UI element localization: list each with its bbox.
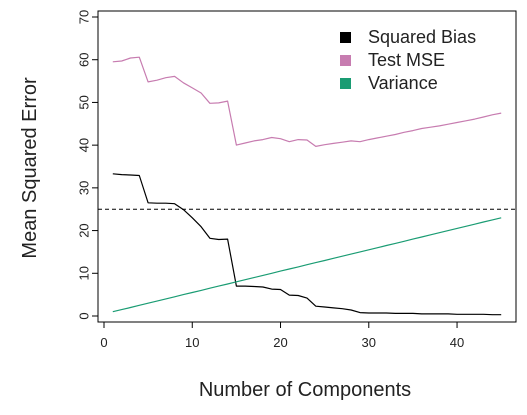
- y-tick-label: 20: [77, 223, 92, 237]
- legend-label-test-mse: Test MSE: [368, 50, 445, 70]
- y-tick-label: 10: [77, 266, 92, 280]
- x-tick-label: 20: [273, 335, 287, 350]
- legend-label-squared-bias: Squared Bias: [368, 27, 476, 47]
- y-tick-label: 70: [77, 10, 92, 24]
- x-axis-title: Number of Components: [199, 379, 411, 401]
- legend-label-variance: Variance: [368, 73, 438, 93]
- legend-swatch-squared-bias: [340, 32, 351, 43]
- plot-frame: [97, 10, 517, 323]
- legend: Squared Bias Test MSE Variance: [340, 27, 476, 93]
- y-axis: 0 10 20 30 40 50 60 70: [77, 10, 98, 320]
- y-tick-label: 50: [77, 95, 92, 109]
- legend-swatch-test-mse: [340, 55, 351, 66]
- legend-swatch-variance: [340, 78, 351, 89]
- series-group: [112, 56, 502, 316]
- series-line-test-mse: [112, 56, 502, 147]
- y-tick-label: 0: [77, 312, 92, 319]
- x-tick-label: 10: [185, 335, 199, 350]
- series-line-squared-bias: [112, 173, 502, 316]
- y-tick-label: 60: [77, 52, 92, 66]
- x-tick-label: 40: [450, 335, 464, 350]
- series-line-variance: [112, 217, 502, 313]
- x-tick-label: 30: [362, 335, 376, 350]
- x-axis: 0 10 20 30 40: [100, 322, 464, 350]
- x-tick-label: 0: [100, 335, 107, 350]
- y-axis-title: Mean Squared Error: [19, 77, 41, 259]
- y-tick-label: 30: [77, 181, 92, 195]
- y-tick-label: 40: [77, 138, 92, 152]
